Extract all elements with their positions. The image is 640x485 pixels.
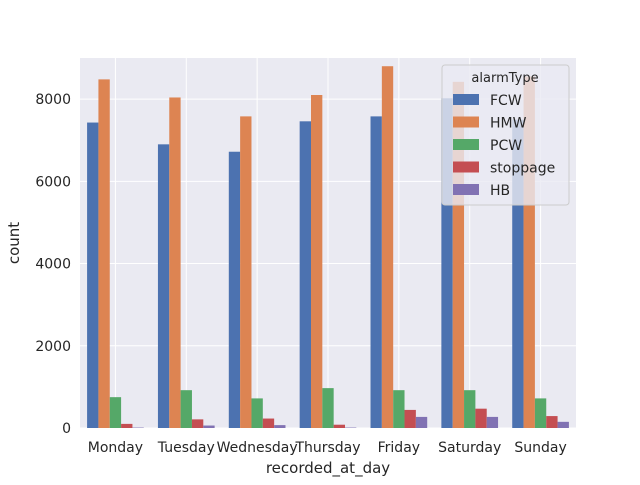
bar-HB bbox=[203, 426, 214, 428]
y-tick-label: 2000 bbox=[35, 339, 71, 355]
bar-stoppage bbox=[334, 425, 345, 428]
bar-HB bbox=[274, 425, 285, 428]
bar-PCW bbox=[535, 398, 546, 428]
legend-label-FCW: FCW bbox=[490, 93, 522, 109]
y-tick-label: 0 bbox=[62, 421, 71, 437]
bar-PCW bbox=[181, 390, 192, 428]
x-tick-label: Monday bbox=[88, 440, 143, 456]
bar-FCW bbox=[229, 152, 240, 428]
bar-stoppage bbox=[121, 424, 132, 428]
bar-PCW bbox=[393, 390, 404, 428]
legend-swatch-HB bbox=[453, 184, 479, 195]
x-tick-label: Thursday bbox=[294, 440, 360, 456]
bar-FCW bbox=[300, 121, 311, 428]
legend-title: alarmType bbox=[471, 71, 538, 86]
bar-stoppage bbox=[192, 419, 203, 428]
bar-FCW bbox=[158, 144, 169, 428]
bar-HMW bbox=[98, 79, 109, 428]
bar-FCW bbox=[371, 116, 382, 428]
x-tick-label: Sunday bbox=[514, 440, 566, 456]
bar-stoppage bbox=[475, 409, 486, 428]
bar-HMW bbox=[240, 116, 251, 428]
bar-HB bbox=[487, 417, 498, 428]
bar-HB bbox=[558, 422, 569, 428]
legend-swatch-PCW bbox=[453, 139, 479, 150]
bar-FCW bbox=[87, 123, 98, 428]
x-tick-label: Wednesday bbox=[217, 440, 298, 456]
y-tick-label: 6000 bbox=[35, 174, 71, 190]
bar-HMW bbox=[311, 95, 322, 428]
bar-stoppage bbox=[263, 419, 274, 428]
y-ticks: 0 2000 4000 6000 8000 bbox=[35, 92, 71, 437]
x-tick-label: Friday bbox=[378, 440, 420, 456]
legend-swatch-HMW bbox=[453, 117, 479, 128]
bar-PCW bbox=[110, 397, 121, 428]
y-axis-label: count bbox=[5, 222, 23, 264]
legend: alarmType FCW HMW PCW stoppage HB bbox=[442, 65, 569, 205]
legend-swatch-FCW bbox=[453, 94, 479, 105]
x-tick-label: Tuesday bbox=[157, 440, 215, 456]
legend-label-HMW: HMW bbox=[490, 116, 527, 132]
y-tick-label: 4000 bbox=[35, 257, 71, 273]
x-axis-label: recorded_at_day bbox=[266, 459, 390, 478]
y-tick-label: 8000 bbox=[35, 92, 71, 108]
bar-PCW bbox=[251, 398, 262, 428]
legend-swatch-stoppage bbox=[453, 162, 479, 173]
bar-HMW bbox=[169, 97, 180, 428]
bar-PCW bbox=[464, 390, 475, 428]
bar-HMW bbox=[382, 66, 393, 428]
x-tick-label: Saturday bbox=[438, 440, 501, 456]
bar-HB bbox=[416, 417, 427, 428]
legend-label-PCW: PCW bbox=[490, 138, 522, 154]
legend-label-HB: HB bbox=[490, 183, 510, 199]
bar-stoppage bbox=[546, 416, 557, 428]
bar-stoppage bbox=[405, 410, 416, 428]
bar-PCW bbox=[322, 388, 333, 428]
legend-label-stoppage: stoppage bbox=[490, 161, 555, 177]
